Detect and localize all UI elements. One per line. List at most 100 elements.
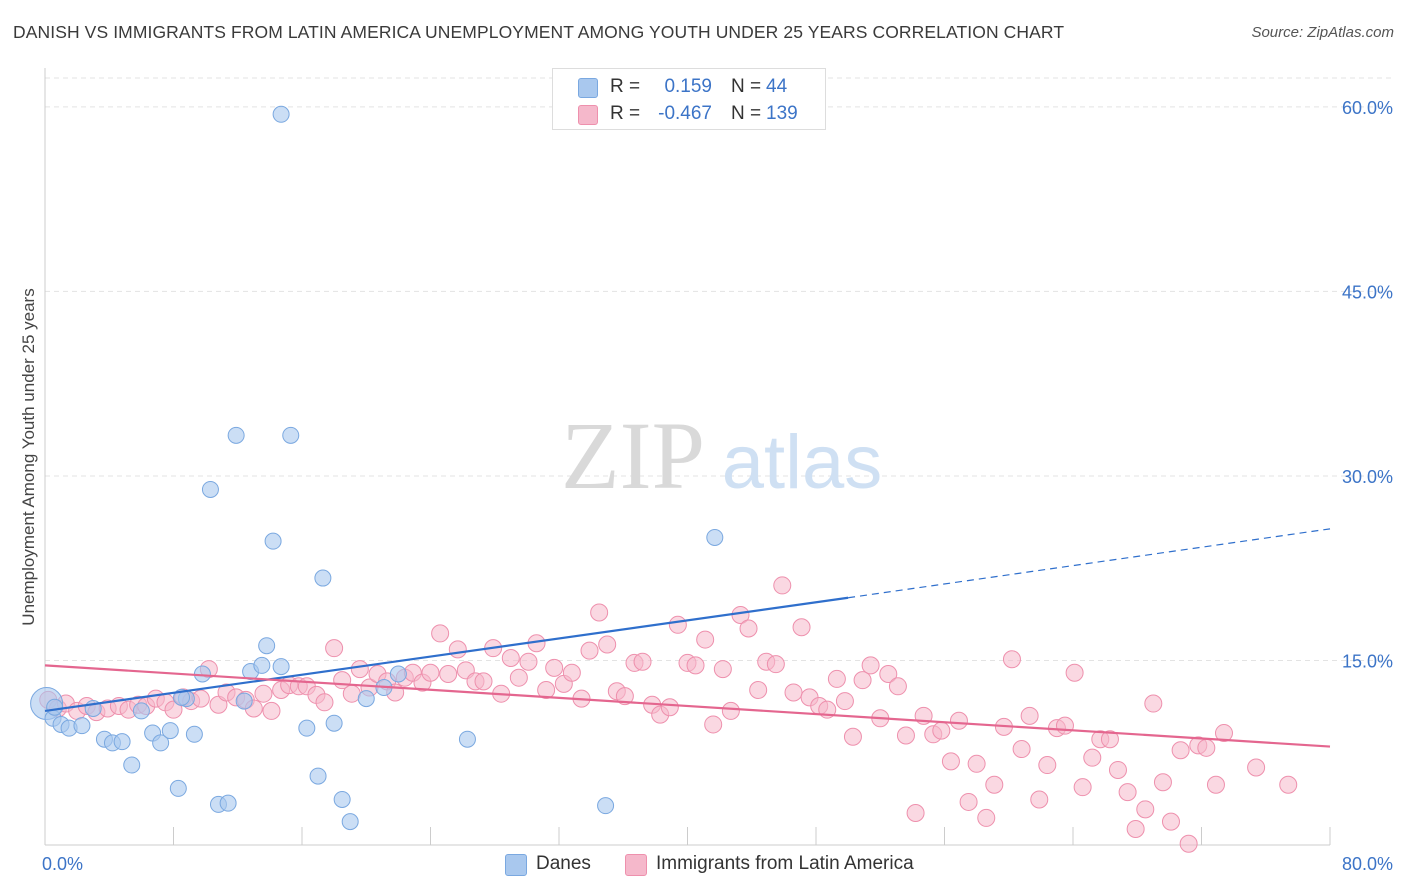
danes-point-21 [227,426,245,444]
n-value: 44 [766,76,788,97]
immigrants-point-94 [879,665,898,684]
y-tick-label-0: 15.0% [1342,651,1393,671]
immigrants-point-58 [562,663,581,682]
immigrants-point-124 [1144,694,1163,713]
danes-point-12 [152,734,170,752]
trend-lines [44,528,1331,748]
correlation-legend: R = 0.159 N = 44 R = -0.467 N = 139 [552,68,826,130]
immigrants-point-42 [421,663,440,682]
immigrants-point-66 [633,652,652,671]
immigrants-point-73 [696,630,715,649]
n-label: N = [731,76,762,97]
immigrants-point-111 [1030,790,1049,809]
x-tick-label-1: 80.0% [1342,854,1393,874]
immigrants-point-97 [906,804,925,823]
danes-trend-extension [848,528,1331,599]
immigrants-point-95 [888,677,907,696]
danes-point-25 [258,637,276,655]
danes-point-8 [113,733,131,751]
watermark-zip: ZIP [561,402,705,509]
danes-point-43 [173,688,191,706]
danes-point-9 [123,756,141,774]
immigrants-point-104 [967,754,986,773]
immigrants-point-62 [598,635,617,654]
immigrants-point-114 [1055,716,1074,735]
immigrants-point-31 [325,639,344,658]
immigrants-point-83 [784,683,803,702]
immigrants-point-125 [1153,773,1172,792]
danes-swatch-icon [578,78,598,98]
immigrants-point-52 [509,668,528,687]
immigrants-point-121 [1118,783,1137,802]
immigrants-point-45 [448,640,467,659]
immigrants-point-24 [262,701,281,720]
y-tick-label-3: 60.0% [1342,98,1393,118]
danes-point-36 [357,690,375,708]
immigrants-point-61 [590,603,609,622]
immigrants-trend-line [44,664,1331,748]
danes-point-13 [161,722,179,740]
series-legend: Danes Immigrants from Latin America [0,852,1406,878]
immigrants-point-101 [941,752,960,771]
immigrants-point-128 [1179,834,1198,853]
immigrants-point-64 [615,687,634,706]
immigrants-point-134 [1279,775,1298,794]
immigrants-point-110 [1020,706,1039,725]
danes-point-35 [341,813,359,831]
immigrants-point-112 [1038,756,1057,775]
immigrants-point-78 [739,619,758,638]
danes-point-24 [253,656,271,674]
x-tick-label-0: 0.0% [42,854,83,874]
immigrants-point-108 [1002,650,1021,669]
immigrants-point-123 [1136,800,1155,819]
danes-point-27 [272,658,290,676]
immigrants-point-92 [861,656,880,675]
immigrants-point-130 [1197,738,1216,757]
danes-point-39 [458,730,476,748]
danes-point-29 [282,426,300,444]
immigrants-point-51 [501,649,520,668]
danes-point-28 [272,105,290,123]
chart-title: DANISH VS IMMIGRANTS FROM LATIN AMERICA … [13,22,1065,42]
y-tick-label-2: 45.0% [1342,282,1393,302]
immigrants-point-44 [439,665,458,684]
immigrants-point-103 [959,792,978,811]
immigrants-point-74 [704,715,723,734]
danes-point-34 [333,790,351,808]
immigrants-point-43 [431,624,450,643]
immigrants-point-119 [1100,730,1119,749]
danes-point-14 [169,779,187,797]
danes-point-10 [132,702,150,720]
r-label: R = [610,76,641,97]
watermark-atlas: atlas [722,420,883,505]
r-value: -0.467 [658,103,712,124]
immigrants-point-30 [315,693,334,712]
tick-labels: 15.0% 30.0% 45.0% 60.0% 0.0% 80.0% [42,98,1393,874]
danes-point-41 [706,528,724,546]
danes-point-18 [201,480,219,498]
danes-point-40 [597,797,615,815]
immigrants-point-60 [580,641,599,660]
danes-point-38 [389,665,407,683]
immigrants-point-126 [1161,812,1180,831]
immigrants-point-76 [721,701,740,720]
immigrants-point-69 [660,698,679,717]
legend-label: Immigrants from Latin America [656,853,914,874]
danes-point-33 [325,714,343,732]
danes-point-42 [46,698,64,716]
immigrants-point-96 [896,726,915,745]
immigrants-point-84 [792,618,811,637]
danes-point-26 [264,532,282,550]
watermark: ZIP atlas [561,402,882,509]
immigrants-point-133 [1247,758,1266,777]
r-value: 0.159 [664,76,712,97]
danes-point-16 [185,725,203,743]
immigrants-point-106 [985,775,1004,794]
n-value: 139 [766,103,798,124]
immigrants-point-100 [932,721,951,740]
immigrants-point-56 [545,658,564,677]
immigrants-point-79 [749,681,768,699]
immigrants-point-82 [773,576,792,595]
legend-row-immigrants: R = -0.467 N = 139 [553,101,825,127]
